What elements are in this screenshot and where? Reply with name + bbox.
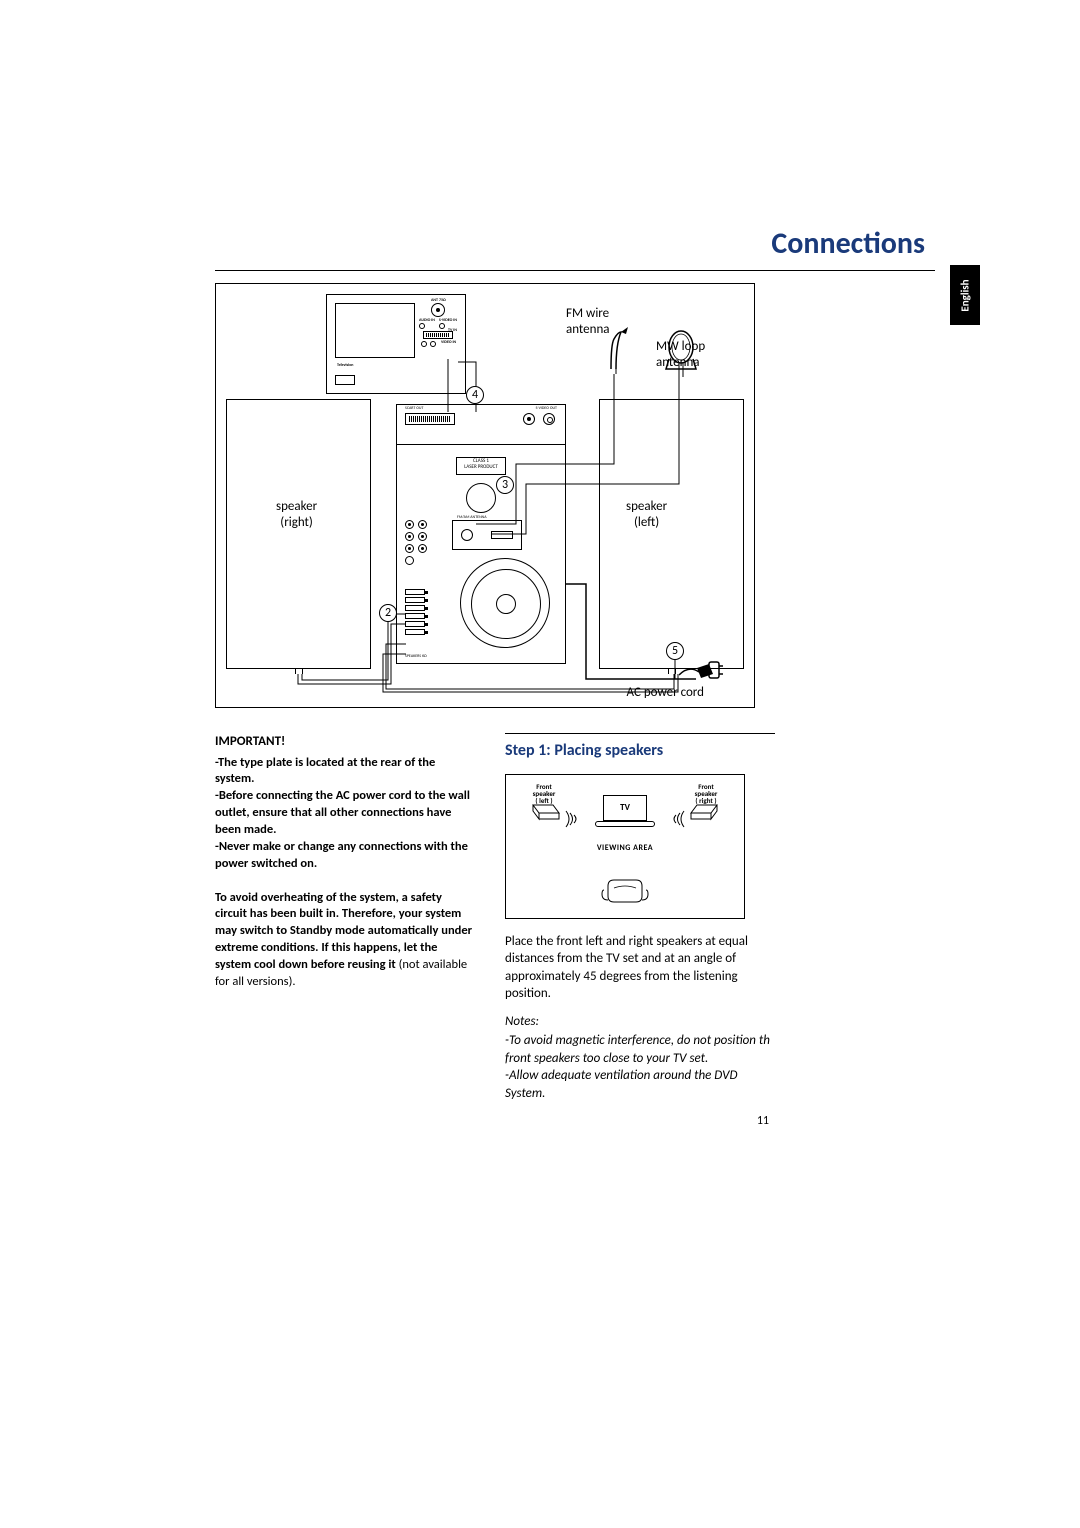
woofer-outline: [460, 558, 550, 648]
fm-label: FM wire antenna: [566, 306, 610, 337]
pb-speaker-right: [689, 803, 719, 821]
connections-diagram: Television ANT 75Ω AUDIO IN S-VIDEO IN T…: [215, 283, 755, 708]
video-out: [543, 413, 555, 425]
speaker-wire: [668, 668, 676, 674]
video-port-1: [421, 341, 427, 347]
term: [405, 629, 425, 635]
note-1: -To avoid magnetic interference, do not …: [505, 1032, 775, 1067]
scart-port: [405, 413, 455, 425]
placement-diagram: Front speaker ( left ) Front speaker ( r…: [505, 774, 745, 919]
main-unit: SCART OUT S-VIDEO OUT CLASS 1 LASER PROD…: [396, 404, 566, 664]
pb-front-left-label: Front speaker ( left ): [524, 783, 564, 804]
ac-plug: [679, 660, 724, 685]
jack: [405, 532, 414, 541]
pb-tv-stand: [595, 821, 655, 827]
audio-port: [419, 323, 425, 329]
step1-body: Place the front left and right speakers …: [505, 933, 775, 1003]
callout-5: 5: [666, 642, 684, 660]
svideo-out: [523, 413, 535, 425]
audio-in-label: AUDIO IN: [419, 319, 435, 323]
page-number: 11: [505, 1113, 775, 1129]
jack: [405, 544, 414, 553]
title-rule: [215, 270, 935, 271]
term: [405, 589, 425, 595]
video-in-label: VIDEO IN: [441, 341, 456, 347]
notes-body: -To avoid magnetic interference, do not …: [505, 1032, 775, 1102]
fm-antenna-svg: [606, 324, 646, 374]
jack: [418, 520, 427, 529]
viewing-area-label: VIEWING AREA: [506, 843, 744, 854]
jack: [405, 556, 414, 565]
rca-jacks: [405, 520, 445, 568]
tv-scart: [423, 331, 453, 339]
ac-label: AC power cord: [627, 685, 704, 701]
term: [405, 613, 425, 619]
callout-3: 3: [496, 476, 514, 494]
class1-label: CLASS 1 LASER PRODUCT: [456, 457, 506, 475]
ant-port: [431, 303, 445, 317]
jack: [418, 544, 427, 553]
speaker-wire: [295, 668, 303, 674]
speaker-left-label: speaker (left): [626, 499, 667, 530]
tv-screen: [335, 303, 415, 358]
language-label: English: [959, 279, 972, 311]
speaker-right-box: [226, 399, 371, 669]
antenna-panel: FM/AM ANTENNA: [452, 520, 522, 550]
tv-vent: [335, 375, 355, 385]
vent: [466, 483, 496, 513]
callout-4: 4: [466, 386, 484, 404]
tv-unit: Television ANT 75Ω AUDIO IN S-VIDEO IN T…: [326, 294, 466, 394]
step-rule: [505, 733, 775, 734]
left-column: IMPORTANT! -The type plate is located at…: [215, 733, 475, 1129]
term: [405, 605, 425, 611]
svideo-in-label: S-VIDEO IN: [439, 319, 457, 323]
speaker-terminals: SPEAKERS 6Ω: [405, 589, 435, 651]
page-content: Connections English Television ANT 75Ω A…: [215, 225, 935, 1129]
speaker-left-box: [599, 399, 744, 669]
mw-label: MW loop antenna: [656, 339, 705, 370]
language-tab: English: [950, 265, 980, 325]
tv-label: Television: [337, 363, 353, 368]
text-columns: IMPORTANT! -The type plate is located at…: [215, 733, 935, 1129]
fm-antenna: [606, 324, 646, 374]
pb-front-right-label: Front speaker ( right ): [686, 783, 726, 804]
step1-heading: Step 1: Placing speakers: [505, 740, 775, 762]
jack: [405, 520, 414, 529]
wave-left: [564, 809, 580, 829]
term: [405, 621, 425, 627]
important-p3: -Never make or change any connections wi…: [215, 839, 475, 873]
important-p2: -Before connecting the AC power cord to …: [215, 788, 475, 839]
notes-heading: Notes:: [505, 1013, 775, 1031]
svideo-port: [439, 323, 445, 329]
pb-tv: [603, 795, 647, 821]
ac-plug-svg: [679, 660, 724, 685]
right-column: Step 1: Placing speakers Front speaker (…: [505, 733, 775, 1129]
page-title: Connections: [215, 225, 935, 262]
pb-speaker-left: [531, 803, 561, 821]
pb-sofa: [600, 878, 650, 906]
wave-right: [670, 809, 686, 829]
scart-out-label: SCART OUT: [405, 406, 423, 411]
tv-ports: ANT 75Ω AUDIO IN S-VIDEO IN TV IN: [417, 301, 459, 389]
fmam-label: FM/AM ANTENNA: [457, 515, 487, 520]
important-body: -The type plate is located at the rear o…: [215, 755, 475, 991]
mu-top: SCART OUT S-VIDEO OUT: [397, 405, 565, 445]
note-2: -Allow adequate ventilation around the D…: [505, 1067, 775, 1102]
important-p1: -The type plate is located at the rear o…: [215, 755, 475, 789]
jack: [418, 532, 427, 541]
important-heading: IMPORTANT!: [215, 733, 475, 751]
speaker-right-label: speaker (right): [276, 499, 317, 530]
callout-2: 2: [379, 604, 397, 622]
video-port-2: [430, 341, 436, 347]
svideo-out-label: S-VIDEO OUT: [536, 406, 557, 411]
speakers-6ohm-label: SPEAKERS 6Ω: [405, 654, 427, 659]
term: [405, 597, 425, 603]
